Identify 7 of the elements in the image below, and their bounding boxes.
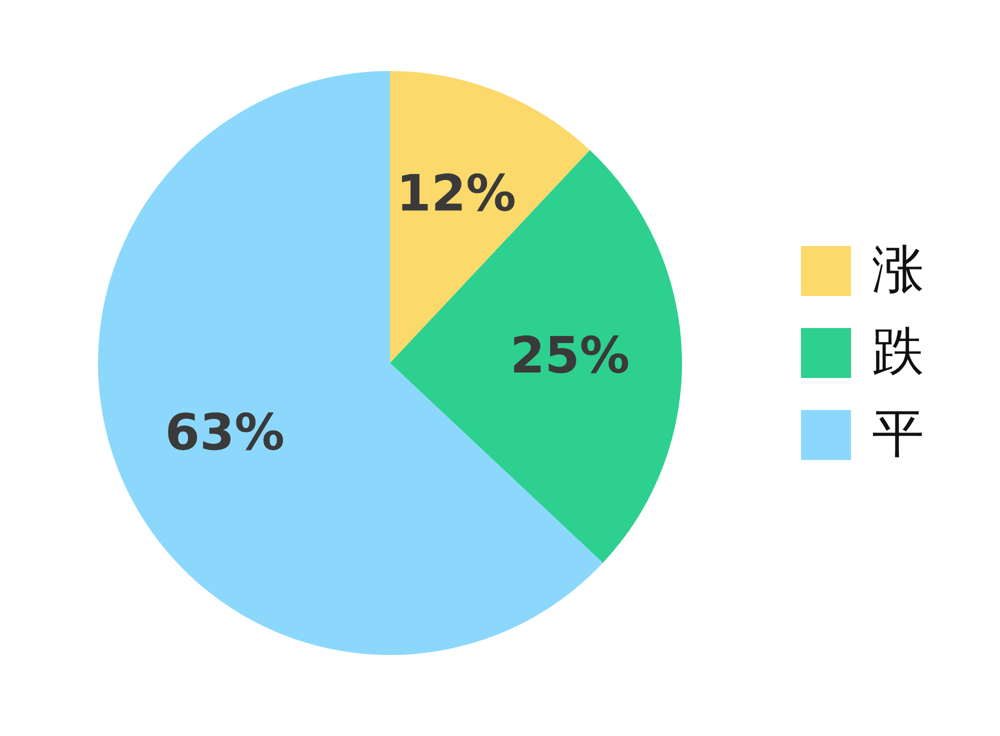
legend-label: 涨	[872, 240, 924, 300]
data-label: 63%	[164, 403, 285, 462]
legend-label: 平	[872, 404, 924, 464]
pie-slice	[390, 150, 682, 563]
legend-label: 跌	[872, 322, 924, 382]
data-label: 25%	[510, 326, 630, 384]
data-label: 12%	[396, 164, 516, 223]
